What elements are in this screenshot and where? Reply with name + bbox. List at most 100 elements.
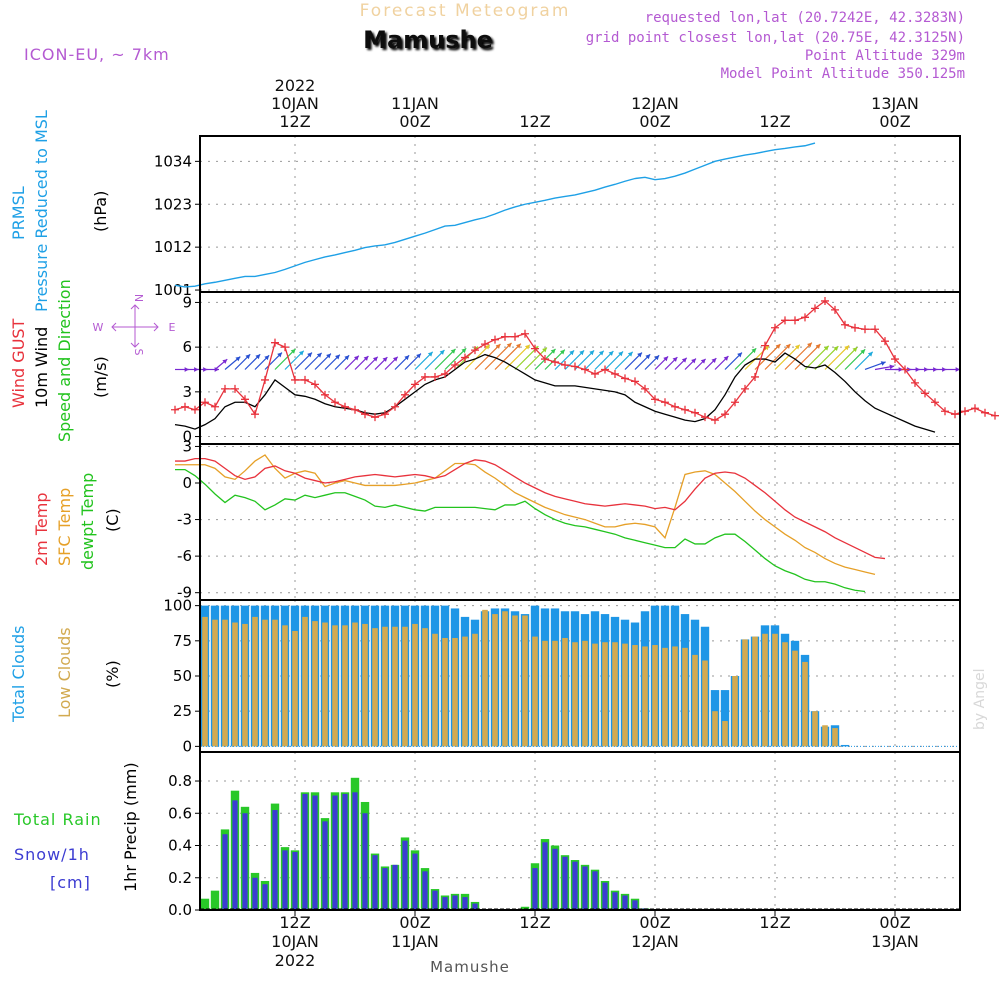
snow-label: Snow/1h bbox=[14, 845, 90, 864]
gust-marker-76 bbox=[931, 398, 939, 407]
gust-marker-46 bbox=[631, 377, 639, 386]
snow-bar-15 bbox=[322, 821, 328, 910]
snow-unit-label: [cm] bbox=[50, 873, 91, 892]
low-cloud-label: Low Clouds bbox=[55, 627, 74, 718]
wind-arrow-31 bbox=[484, 342, 512, 370]
low-cloud-bar-45 bbox=[622, 643, 628, 747]
rain-bar-35 bbox=[520, 906, 530, 910]
low-cloud-bar-5 bbox=[222, 619, 228, 747]
wind-dir-label: Speed and Direction bbox=[55, 279, 74, 442]
gust-marker-19 bbox=[361, 410, 369, 419]
gust-marker-11 bbox=[281, 343, 289, 352]
wind-arrow-25 bbox=[424, 349, 445, 370]
gust-marker-70 bbox=[871, 325, 879, 334]
gust-marker-25 bbox=[421, 372, 429, 381]
gust-marker-74 bbox=[911, 378, 919, 387]
wind-ytick-1: 3 bbox=[182, 383, 192, 401]
snow-bar-7 bbox=[242, 813, 248, 910]
precipitation-ytick-3: 0.6 bbox=[168, 804, 192, 822]
gust-marker-80 bbox=[971, 404, 979, 413]
low-cloud-bar-63 bbox=[802, 661, 808, 747]
wind-arrowhead-68 bbox=[867, 351, 873, 357]
compass-n: N bbox=[132, 294, 145, 302]
top-time-label-3-1: 00Z bbox=[639, 112, 670, 131]
snow-bar-29 bbox=[462, 897, 468, 910]
low-cloud-bar-66 bbox=[832, 728, 838, 747]
wind-arrowhead-21 bbox=[392, 356, 398, 362]
clouds-ytick-2: 50 bbox=[173, 667, 192, 685]
gust-marker-27 bbox=[441, 369, 449, 378]
gust-marker-44 bbox=[611, 369, 619, 378]
low-cloud-bar-44 bbox=[612, 642, 618, 747]
wind-arrowhead-36 bbox=[550, 348, 556, 354]
compass-w: W bbox=[93, 321, 104, 334]
wind-arrowhead-49 bbox=[672, 357, 678, 362]
gust-marker-26 bbox=[431, 372, 439, 381]
wind-unit: (m/s) bbox=[91, 356, 110, 398]
gust-marker-40 bbox=[571, 362, 579, 371]
gust-marker-29 bbox=[461, 353, 469, 362]
gust-marker-73 bbox=[901, 365, 909, 374]
gust-label: Wind GUST bbox=[9, 318, 28, 408]
low-cloud-bar-21 bbox=[382, 626, 388, 747]
wind-arrowhead-16 bbox=[344, 355, 350, 361]
wind-arrowhead-20 bbox=[382, 357, 388, 362]
gust-marker-75 bbox=[921, 389, 929, 398]
gust-marker-30 bbox=[471, 346, 479, 355]
footer-location: Mamushe bbox=[430, 958, 510, 976]
snow-bar-39 bbox=[562, 856, 568, 910]
pressure-ytick-3: 1034 bbox=[154, 152, 192, 170]
gust-marker-33 bbox=[501, 332, 509, 341]
wind-ytick-3: 9 bbox=[182, 293, 192, 311]
gust-marker-72 bbox=[891, 355, 899, 364]
wind-arrow-59 bbox=[764, 343, 791, 370]
wind-arrowhead-48 bbox=[663, 356, 669, 362]
low-cloud-bar-50 bbox=[672, 646, 678, 747]
wind-arrowhead-32 bbox=[516, 343, 521, 349]
wind10m-line bbox=[174, 352, 936, 433]
dewpt-label: dewpt Temp bbox=[78, 473, 97, 570]
gust-marker-1 bbox=[181, 402, 189, 411]
sfc-temp-label: SFC Temp bbox=[55, 488, 74, 566]
wind-arrowhead-29 bbox=[484, 344, 490, 350]
top-time-label-5-1: 00Z bbox=[879, 112, 910, 131]
snow-bar-19 bbox=[362, 813, 368, 910]
low-cloud-bar-17 bbox=[342, 625, 348, 747]
precipitation-ytick-2: 0.4 bbox=[168, 837, 192, 855]
wind-arrow-33 bbox=[504, 344, 531, 370]
temp2m-line bbox=[175, 457, 886, 560]
wind-arrowhead-38 bbox=[569, 350, 575, 356]
wind-arrow-29 bbox=[464, 344, 491, 370]
wind-arrowhead-40 bbox=[589, 350, 595, 356]
low-cloud-bar-43 bbox=[602, 642, 608, 747]
wind-arrow-10 bbox=[274, 348, 296, 370]
bottom-axis-label-5-1: 13JAN bbox=[871, 932, 919, 951]
clouds-ytick-4: 100 bbox=[163, 597, 192, 615]
gust-marker-64 bbox=[811, 304, 819, 313]
gust-marker-14 bbox=[311, 380, 319, 389]
wind-arrowhead-64 bbox=[833, 346, 839, 351]
snow-bar-37 bbox=[542, 842, 548, 910]
low-cloud-bar-56 bbox=[732, 676, 738, 747]
snow-bar-16 bbox=[332, 795, 338, 910]
temperature-labels: 2m Temp SFC Temp dewpt Temp (C) bbox=[32, 473, 122, 570]
snow-bar-17 bbox=[342, 793, 348, 910]
cloud-bars bbox=[200, 605, 850, 747]
gust-marker-8 bbox=[251, 410, 259, 419]
low-cloud-bar-15 bbox=[322, 622, 328, 747]
low-cloud-bar-64 bbox=[812, 711, 818, 747]
wind-arrowhead-15 bbox=[335, 354, 340, 360]
temp-unit: (C) bbox=[103, 508, 122, 532]
low-cloud-bar-18 bbox=[352, 622, 358, 747]
grid-point: grid point closest lon,lat (20.75E, 42.3… bbox=[586, 30, 965, 46]
temperature-ytick-0: -9 bbox=[177, 584, 192, 602]
wind-arrowhead-52 bbox=[700, 358, 706, 364]
wind-arrow-38 bbox=[554, 349, 575, 370]
wind-arrowhead-24 bbox=[427, 351, 433, 357]
snow-bar-22 bbox=[392, 864, 398, 910]
low-cloud-bar-16 bbox=[332, 625, 338, 747]
prmsl-unit: (hPa) bbox=[91, 191, 110, 232]
